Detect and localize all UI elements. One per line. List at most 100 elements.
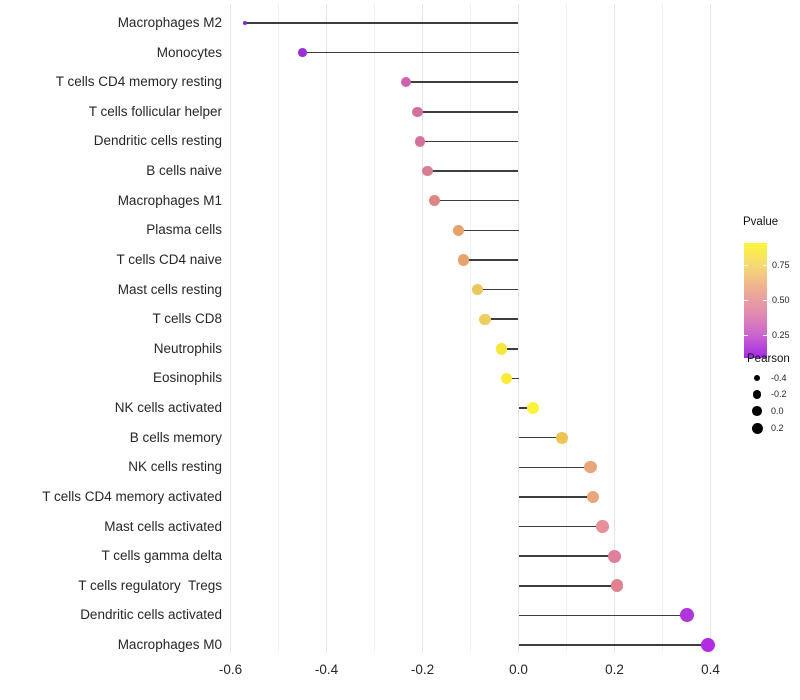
lollipop-stick — [458, 229, 519, 232]
pvalue-legend-title: Pvalue — [743, 216, 779, 228]
lollipop-dot — [679, 608, 694, 623]
lollipop-dot — [610, 579, 624, 593]
lollipop-stick — [518, 555, 615, 557]
lollipop-dot — [472, 283, 484, 296]
pearson-size-dot — [752, 390, 762, 399]
lollipop-stick — [506, 377, 519, 380]
y-axis-label: T cells regulatory Tregs — [78, 577, 222, 593]
lollipop-dot — [452, 224, 465, 236]
minor-gridline — [470, 4, 471, 653]
y-axis-label: Macrophages M1 — [117, 192, 222, 208]
pearson-size-label: 0.0 — [771, 405, 784, 416]
minor-gridline — [374, 4, 375, 653]
y-axis-label: NK cells resting — [128, 459, 222, 475]
lollipop-dot — [586, 490, 600, 504]
y-axis-label: Macrophages M0 — [117, 637, 222, 653]
lollipop-dot — [479, 313, 491, 325]
lollipop-dot — [457, 254, 469, 266]
x-axis-tick-label: 0.2 — [605, 662, 624, 677]
lollipop-stick — [518, 525, 603, 528]
lollipop-stick — [484, 318, 519, 320]
major-gridline — [518, 4, 519, 653]
y-axis-label: T cells CD4 memory activated — [42, 488, 222, 504]
colorbar-label: 0.75 — [772, 260, 790, 270]
y-axis-label: Monocytes — [156, 44, 222, 60]
lollipop-stick — [244, 22, 519, 24]
y-axis-label: NK cells activated — [114, 400, 222, 416]
colorbar-tick — [763, 265, 767, 266]
colorbar-label: 0.50 — [772, 295, 790, 305]
lollipop-dot — [555, 431, 568, 444]
major-gridline — [422, 4, 423, 653]
colorbar-tick — [763, 335, 767, 336]
lollipop-dot — [298, 48, 307, 57]
lollipop-stick — [518, 407, 533, 409]
pearson-size-label: 0.2 — [771, 422, 784, 433]
lollipop-dot — [584, 461, 597, 474]
pearson-size-label: -0.4 — [771, 372, 787, 383]
colorbar-tick — [744, 300, 748, 301]
major-gridline — [710, 4, 711, 653]
x-axis-tick-label: 0.4 — [701, 662, 720, 677]
minor-gridline — [566, 4, 567, 653]
lollipop-stick — [302, 51, 519, 54]
colorbar-tick — [744, 335, 748, 336]
y-axis-label: T cells gamma delta — [101, 548, 222, 564]
pearson-size-dot — [751, 422, 763, 434]
y-axis-label: Dendritic cells activated — [80, 607, 222, 623]
pearson-size-dot — [752, 406, 762, 416]
y-axis-label: T cells CD4 naive — [116, 251, 222, 267]
lollipop-stick — [434, 199, 519, 202]
lollipop-stick — [405, 81, 519, 83]
lollipop-dot — [596, 520, 609, 533]
lollipop-dot — [608, 549, 621, 563]
lollipop-dot — [414, 136, 426, 147]
x-axis-tick-label: -0.6 — [218, 662, 243, 677]
lollipop-stick — [427, 170, 519, 172]
lollipop-dot — [412, 106, 423, 118]
y-axis-label: T cells CD4 memory resting — [55, 74, 222, 90]
y-axis-label: T cells CD8 — [152, 311, 222, 327]
lollipop-stick — [518, 496, 593, 498]
major-gridline — [326, 4, 327, 653]
lollipop-stick — [518, 644, 709, 646]
lollipop-stick — [420, 140, 519, 143]
lollipop-dot — [421, 165, 433, 177]
y-axis-label: Macrophages M2 — [117, 15, 222, 30]
pvalue-colorbar — [744, 243, 767, 358]
y-axis-label: Mast cells resting — [117, 281, 222, 297]
major-gridline — [230, 4, 231, 653]
y-axis-label: Mast cells activated — [104, 518, 222, 534]
y-axis-label: T cells follicular helper — [88, 103, 222, 119]
lollipop-dot — [500, 372, 513, 385]
y-axis-label: Neutrophils — [153, 340, 222, 356]
y-axis-label: B cells memory — [129, 429, 222, 445]
lollipop-dot — [495, 343, 508, 355]
colorbar-tick — [763, 300, 767, 301]
colorbar-tick — [744, 265, 748, 266]
x-axis-tick-label: -0.4 — [314, 662, 339, 677]
y-axis-label: Dendritic cells resting — [93, 133, 222, 149]
lollipop-stick — [477, 288, 519, 291]
lollipop-dot — [700, 637, 716, 653]
x-axis-tick-label: -0.2 — [410, 662, 435, 677]
lollipop-stick — [501, 348, 519, 350]
lollipop-dot — [242, 20, 248, 26]
lollipop-stick — [518, 585, 617, 587]
pearson-legend-title: Pearson — [747, 353, 790, 365]
y-axis-label: Plasma cells — [146, 222, 222, 238]
lollipop-stick — [417, 111, 519, 113]
lollipop-stick — [518, 614, 687, 617]
colorbar-label: 0.25 — [772, 330, 790, 340]
y-axis-label: Eosinophils — [152, 370, 222, 386]
lollipop-dot — [400, 77, 411, 88]
lollipop-stick — [518, 466, 591, 469]
minor-gridline — [278, 4, 279, 653]
lollipop-stick — [463, 259, 519, 261]
minor-gridline — [662, 4, 663, 653]
lollipop-stick — [518, 436, 562, 439]
pearson-size-dot — [753, 374, 761, 382]
pearson-size-label: -0.2 — [771, 389, 787, 399]
lollipop-dot — [527, 402, 539, 414]
